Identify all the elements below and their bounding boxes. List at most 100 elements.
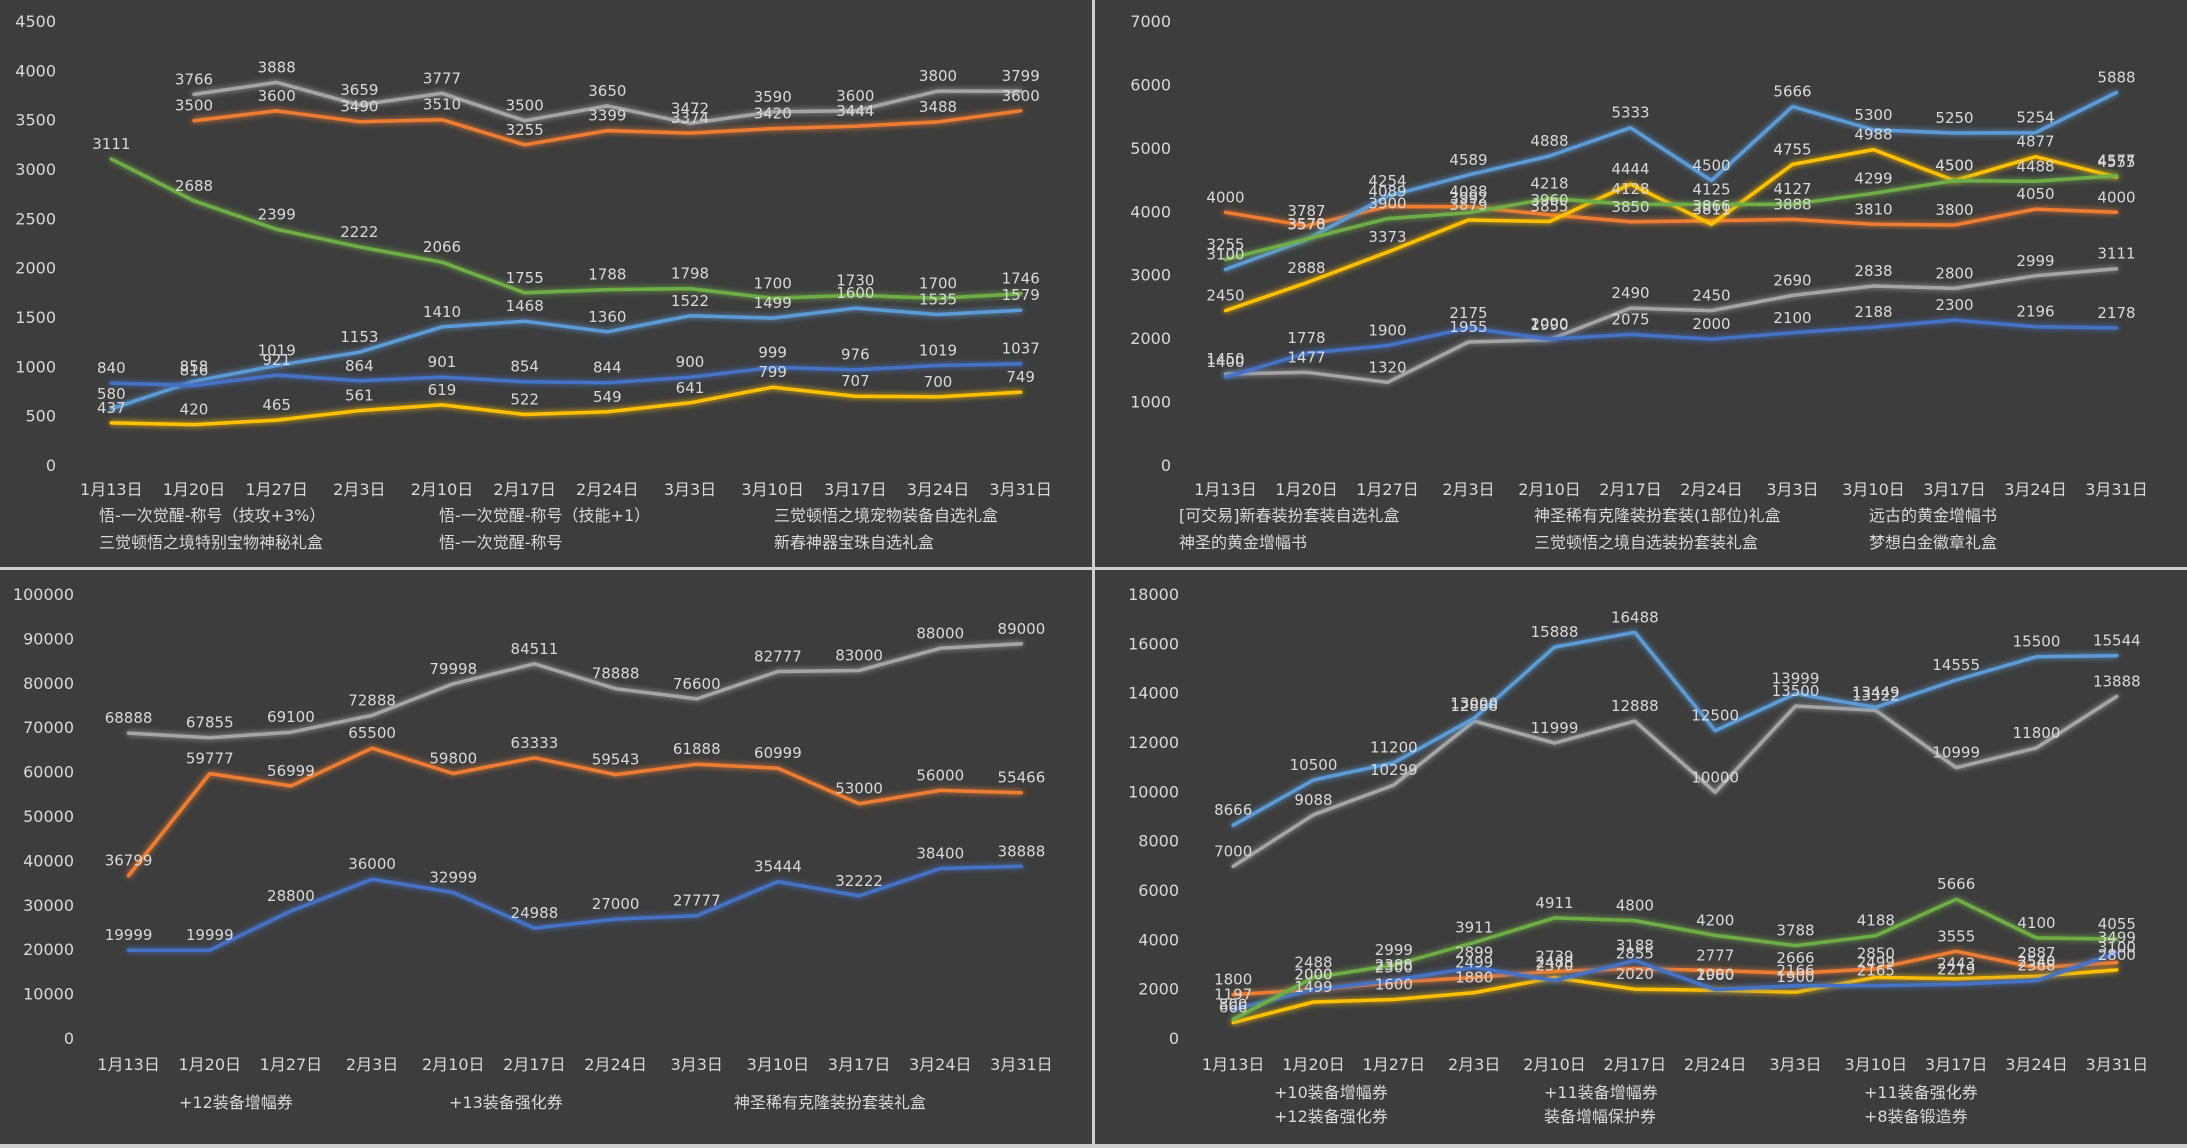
data-label: 3420	[754, 105, 792, 123]
line-chart-1: 0 500 1000 1500 2000 2500 3000 3500 4000 4500 1月13…	[15, 12, 1052, 552]
data-label: 13999	[1772, 670, 1820, 688]
data-label: 14555	[1932, 656, 1980, 674]
y-tick-label: 2000	[1130, 329, 1171, 348]
data-label: 2000	[1294, 966, 1332, 984]
series-line	[1223, 318, 2119, 379]
data-label: 844	[593, 359, 622, 377]
data-label: 2888	[1287, 259, 1325, 277]
y-tick-label: 5000	[1130, 139, 1171, 158]
data-label: 4800	[1616, 897, 1654, 915]
series-1	[1223, 204, 2119, 228]
data-label: 465	[262, 396, 291, 414]
data-label: 3866	[1692, 197, 1730, 215]
data-label: 800	[1219, 995, 1248, 1013]
x-tick-label: 3月17日	[1925, 1055, 1988, 1074]
data-label: 2100	[1773, 309, 1811, 327]
data-label: 4089	[1368, 183, 1406, 201]
y-tick-label: 80000	[23, 674, 74, 693]
y-tick-label: 30000	[23, 896, 74, 915]
data-label: 2222	[340, 223, 378, 241]
data-label: 2488	[1294, 954, 1332, 972]
x-tick-label: 2月3日	[346, 1055, 398, 1074]
series-line	[1231, 630, 2119, 827]
data-label: 2188	[1854, 303, 1892, 321]
data-label: 5666	[1773, 83, 1811, 101]
data-label: 1579	[1002, 286, 1040, 304]
data-label: 4055	[2098, 915, 2136, 933]
legend-item: +11装备增幅券	[1500, 1083, 1658, 1102]
y-tick-label: 1000	[15, 357, 56, 376]
data-label: 2540	[2017, 952, 2055, 970]
data-label: 749	[1006, 368, 1035, 386]
data-label: 28800	[267, 887, 315, 905]
data-label: 3488	[919, 98, 957, 116]
series-6	[109, 157, 1023, 301]
data-label: 4555	[2097, 153, 2135, 171]
data-label: 2368	[2017, 957, 2055, 975]
x-tick-label: 3月24日	[907, 480, 970, 499]
y-tick-label: 500	[25, 407, 56, 426]
legend-label: 神圣的黄金增幅书	[1179, 533, 1307, 552]
x-tick-label: 3月24日	[2005, 1055, 2068, 1074]
data-label: 816	[180, 361, 209, 379]
x-tick-label: 1月20日	[1282, 1055, 1345, 1074]
data-label: 4589	[1449, 151, 1487, 169]
series-line	[126, 864, 1024, 952]
data-label: 5333	[1611, 104, 1649, 122]
data-label: 3500	[175, 97, 213, 115]
data-label: 3850	[1611, 198, 1649, 216]
x-tick-label: 3月17日	[824, 480, 887, 499]
data-label: 55466	[998, 769, 1046, 787]
legend-item: +13装备强化券	[405, 1093, 563, 1112]
legend-label: 神圣稀有克隆装扮套装礼盒	[734, 1093, 926, 1112]
data-label: 56000	[916, 766, 964, 784]
data-label: 3399	[588, 107, 626, 125]
legend-label: 三觉顿悟之境自选装扮套装礼盒	[1534, 533, 1758, 552]
data-label: 1522	[671, 292, 709, 310]
data-label: 1499	[754, 294, 792, 312]
data-label: 1153	[340, 328, 378, 346]
x-tick-label: 2月24日	[1684, 1055, 1747, 1074]
data-label: 1990	[1530, 316, 1568, 334]
x-tick-label: 3月17日	[1923, 480, 1986, 499]
legend-label: +12装备强化券	[1274, 1107, 1388, 1126]
data-label: 7000	[1214, 842, 1252, 860]
series-line	[126, 746, 1024, 878]
data-label: 2175	[1449, 304, 1487, 322]
data-label: 19999	[186, 926, 234, 944]
data-label: 2399	[258, 205, 296, 223]
data-label: 13500	[1772, 682, 1820, 700]
data-label: 4000	[1206, 188, 1244, 206]
data-label: 901	[428, 353, 457, 371]
data-label: 840	[97, 359, 126, 377]
x-tick-label: 2月10日	[1523, 1055, 1586, 1074]
series-3	[126, 864, 1024, 952]
y-tick-label: 0	[64, 1029, 74, 1048]
series-1	[192, 109, 1023, 147]
y-tick-label: 4000	[1130, 202, 1171, 221]
data-label: 3111	[2097, 245, 2135, 263]
y-tick-label: 3000	[1130, 266, 1171, 285]
data-label: 3600	[836, 87, 874, 105]
x-tick-label: 2月10日	[411, 480, 474, 499]
data-label: 420	[180, 401, 209, 419]
data-label: 78888	[592, 665, 640, 683]
data-label: 79998	[429, 660, 477, 678]
data-label: 619	[428, 381, 457, 399]
series-4	[109, 306, 1023, 411]
data-label: 5888	[2097, 69, 2135, 87]
y-tick-label: 7000	[1130, 12, 1171, 31]
data-label: 799	[758, 363, 787, 381]
data-label: 12888	[1450, 697, 1498, 715]
legend-item: [可交易]新春装扮套装自选礼盒	[1135, 506, 1400, 525]
data-label: 88000	[916, 624, 964, 642]
legend-label: 装备增幅保护券	[1544, 1107, 1656, 1126]
data-label: 15500	[2013, 633, 2061, 651]
data-label: 2999	[1375, 941, 1413, 959]
data-label: 4125	[1692, 180, 1730, 198]
y-tick-label: 0	[1161, 456, 1171, 475]
y-tick-label: 18000	[1128, 585, 1179, 604]
legend-label: 远古的黄金增幅书	[1869, 506, 1997, 525]
y-tick-label: 2000	[15, 259, 56, 278]
data-label: 1800	[1214, 971, 1252, 989]
